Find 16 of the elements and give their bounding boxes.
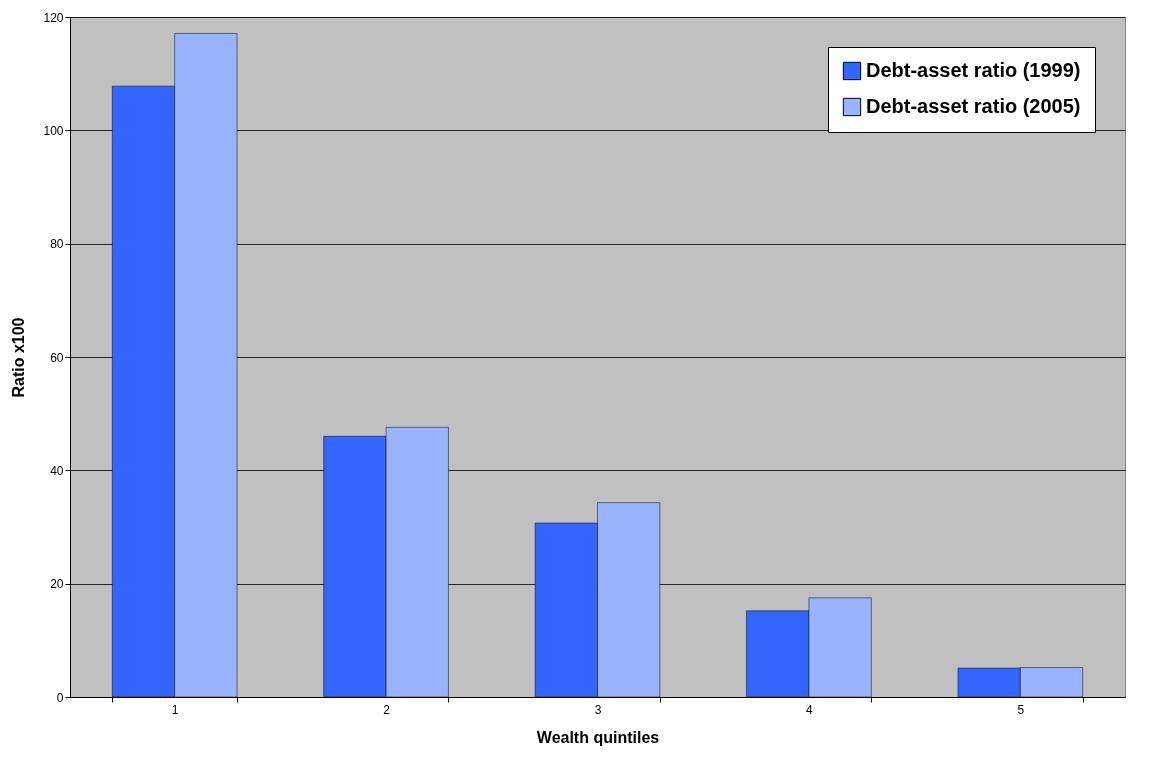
y-axis-title: Ratio x100 xyxy=(10,317,28,398)
y-tick-label: 0 xyxy=(56,690,64,705)
legend-label: Debt-asset ratio (1999) xyxy=(866,59,1081,81)
y-tick-label: 120 xyxy=(43,10,64,25)
legend-label: Debt-asset ratio (2005) xyxy=(866,95,1081,117)
x-tick-label: 5 xyxy=(1017,702,1025,717)
x-tick-label: 1 xyxy=(171,702,179,717)
x-tick-label: 4 xyxy=(806,702,814,717)
y-tick-label: 80 xyxy=(50,237,64,252)
y-tick-label: 100 xyxy=(43,123,64,138)
x-axis-title: Wealth quintiles xyxy=(536,728,660,746)
y-tick-label: 20 xyxy=(50,577,64,592)
y-tick-label: 40 xyxy=(50,463,64,478)
x-tick-label: 3 xyxy=(594,702,602,717)
y-tick-label: 60 xyxy=(50,350,64,365)
x-tick-label: 2 xyxy=(383,702,391,717)
